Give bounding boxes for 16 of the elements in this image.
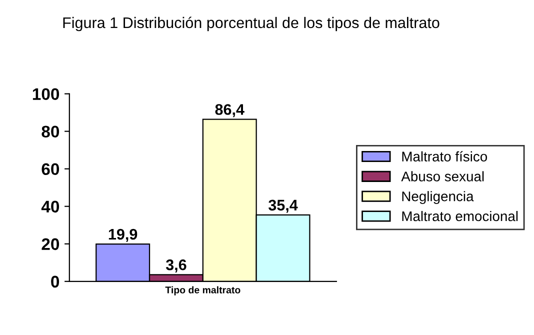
- data-label: 35,4: [268, 200, 298, 213]
- y-tick-label: 80: [42, 126, 60, 138]
- y-tick-label: 60: [42, 163, 60, 176]
- data-label: 19,9: [108, 228, 138, 242]
- legend-label: Abuso sexual: [401, 171, 484, 182]
- y-tick-label: 100: [32, 88, 60, 100]
- data-label: 3,6: [166, 259, 186, 272]
- x-tick-label: Tipo de maltrato: [165, 286, 240, 296]
- legend-label: Maltrato emocional: [402, 210, 518, 222]
- y-tick-label: 20: [42, 238, 60, 250]
- chart-title: Figura 1 Distribución porcentual de los tipos de maltrato: [63, 16, 440, 32]
- y-tick-label: 0: [51, 276, 60, 288]
- legend-label: Negligencia: [402, 191, 474, 204]
- data-label: 86,4: [215, 104, 244, 118]
- legend-label: Maltrato físico: [402, 151, 488, 162]
- y-tick-label: 40: [41, 200, 60, 213]
